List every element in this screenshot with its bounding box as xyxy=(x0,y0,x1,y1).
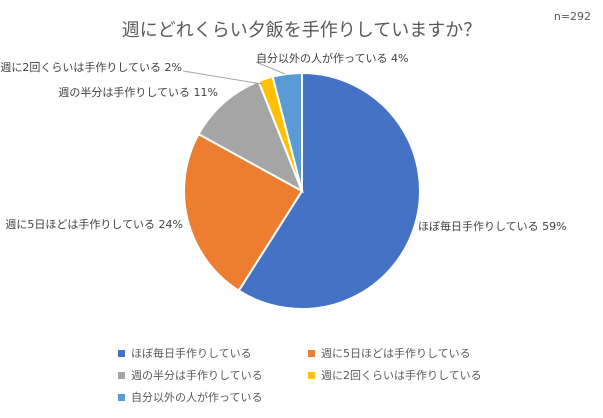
legend-label: 週に2回くらいは手作りしている xyxy=(321,369,482,382)
data-label: 週の半分は手作りしている 11% xyxy=(58,85,218,99)
data-label: 週に2回くらいは手作りしている 2% xyxy=(0,60,182,74)
leader-line xyxy=(255,61,286,75)
leader-line xyxy=(182,70,263,85)
legend-swatch xyxy=(308,371,315,379)
data-label: ほぼ毎日手作りしている 59% xyxy=(418,219,567,233)
legend-label: 週の半分は手作りしている xyxy=(131,369,263,382)
chart-title: 週にどれくらい夕飯を手作りしていますか？ xyxy=(121,20,482,41)
legend-item: 自分以外の人が作っている xyxy=(118,389,308,405)
legend-item: 週の半分は手作りしている xyxy=(118,367,308,383)
pie-slice xyxy=(237,71,421,310)
pie-slice xyxy=(197,79,304,194)
chart-legend: ほぼ毎日手作りしている 週に5日ほどは手作りしている週の半分は手作りしている 週に2… xyxy=(118,345,558,405)
legend-item: ほぼ毎日手作りしている xyxy=(118,345,308,361)
legend-swatch xyxy=(118,371,125,379)
legend-label: 週に5日ほどは手作りしている xyxy=(321,347,471,360)
legend-item: 週に5日ほどは手作りしている xyxy=(308,345,538,361)
sample-size-label: n=292 xyxy=(553,10,591,23)
legend-label: ほぼ毎日手作りしている xyxy=(131,347,252,360)
data-label: 週に5日ほどは手作りしている 24% xyxy=(5,217,183,231)
pie-slice xyxy=(271,71,303,192)
data-label: 自分以外の人が作っている 4% xyxy=(256,51,408,65)
legend-swatch xyxy=(118,393,125,401)
legend-item: 週に2回くらいは手作りしている xyxy=(308,367,538,383)
legend-swatch xyxy=(308,349,315,357)
legend-swatch xyxy=(118,349,125,357)
legend-label: 自分以外の人が作っている xyxy=(131,391,263,404)
pie-slice xyxy=(183,132,304,293)
